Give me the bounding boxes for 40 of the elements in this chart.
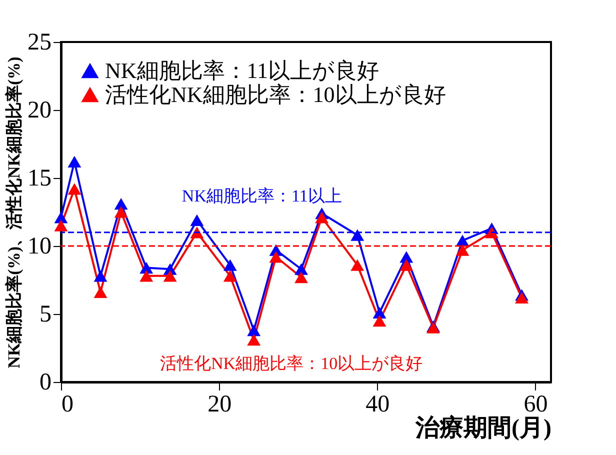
point (68, 183, 82, 195)
y-axis-title: NK細胞比率(%)、活性化NK細胞比率(%) (4, 56, 24, 368)
point (456, 244, 470, 256)
x-tick-label: 40 (366, 392, 390, 418)
y-tick-label: 15 (28, 166, 52, 192)
x-tick-label: 20 (208, 392, 232, 418)
point (294, 263, 308, 275)
point (247, 334, 261, 346)
point (269, 251, 283, 263)
point (515, 292, 528, 304)
y-tick-label: 10 (28, 234, 52, 260)
point (400, 259, 414, 271)
point (68, 156, 82, 168)
point (140, 270, 154, 282)
point (190, 214, 204, 226)
y-tick-label: 25 (28, 30, 52, 56)
y-tick-label: 0 (40, 370, 52, 396)
point (294, 271, 308, 284)
point (315, 212, 329, 224)
ref-line-label: 活性化NK細胞比率：10以上が良好 (160, 354, 423, 373)
legend-label: 活性化NK細胞比率：10以上が良好 (105, 82, 446, 107)
point (140, 262, 154, 274)
point (94, 270, 108, 282)
point (350, 259, 364, 271)
point (372, 314, 386, 327)
point (223, 259, 237, 271)
point (114, 206, 128, 218)
legend-label: NK細胞比率：11以上が良好 (105, 58, 379, 83)
y-tick-label: 5 (40, 302, 52, 328)
y-tick-label: 20 (28, 98, 52, 124)
point (350, 229, 364, 241)
point (247, 324, 261, 336)
x-tick-label: 0 (62, 392, 74, 418)
point (163, 270, 177, 282)
ref-line-label: NK細胞比率：11以上 (182, 186, 342, 206)
point (223, 270, 237, 282)
x-axis-title: 治療期間(月) (414, 414, 552, 442)
point (54, 220, 68, 232)
point (94, 286, 108, 298)
x-tick-label: 60 (524, 392, 548, 418)
